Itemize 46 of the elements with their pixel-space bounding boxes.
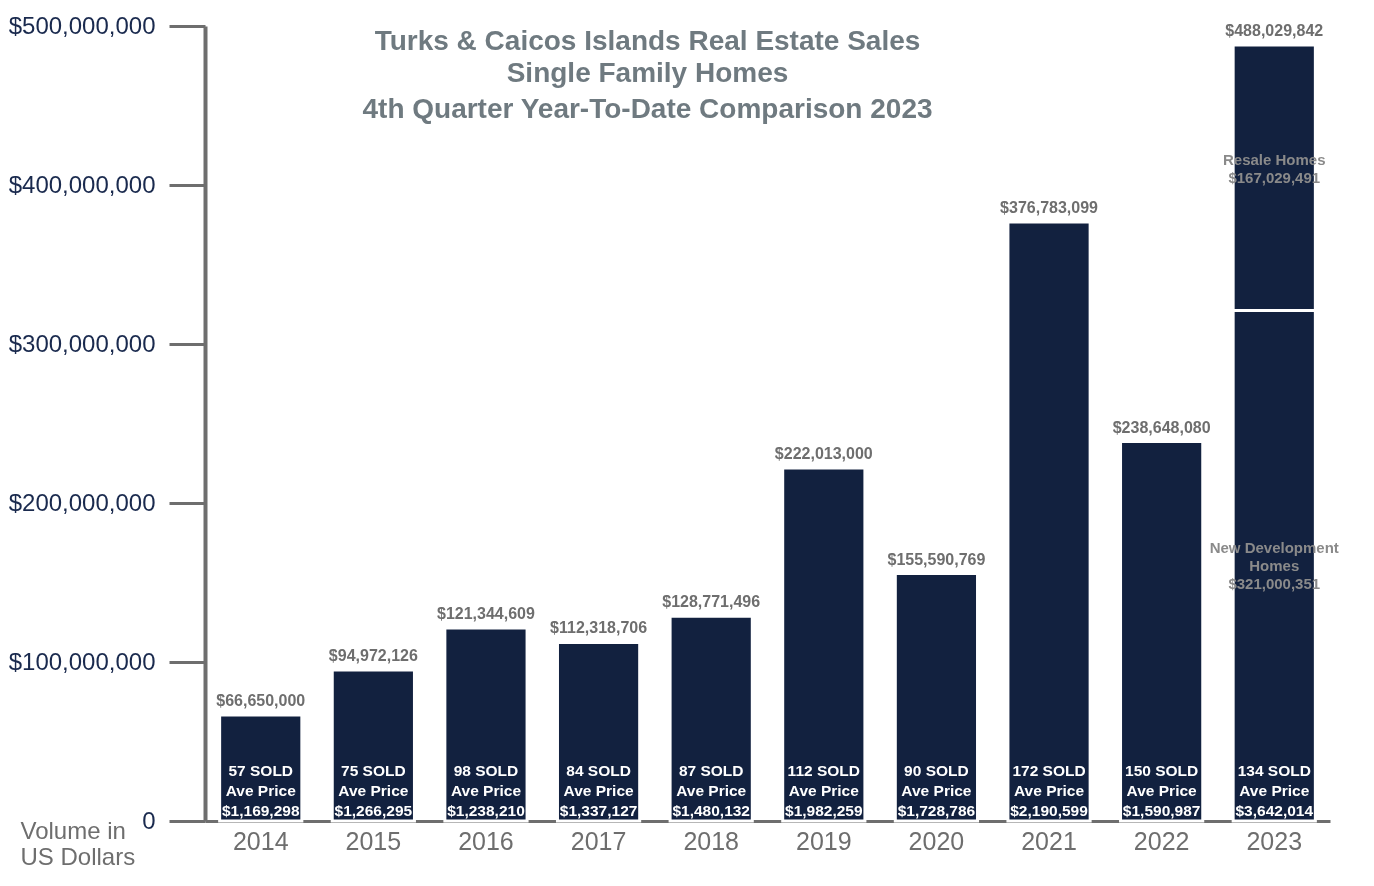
chart-title: Turks & Caicos Islands Real Estate Sales: [374, 25, 921, 56]
y-tick-label: $500,000,000: [8, 11, 156, 39]
y-tick-label: 0: [142, 806, 156, 834]
annotation: 98 SOLD Ave Price $1,238,210: [447, 762, 525, 819]
y-tick-label: $300,000,000: [8, 329, 156, 357]
y-axis-title: Volume in US Dollars: [20, 816, 136, 870]
y-tick-label: $100,000,000: [8, 647, 156, 675]
data-label: $94,972,126: [328, 646, 418, 664]
data-label: $112,318,706: [550, 619, 648, 637]
bar: [443, 626, 529, 823]
x-tick-label: 2017: [570, 826, 627, 855]
data-label: $155,590,769: [887, 550, 986, 568]
total-label: $488,029,842: [1225, 22, 1324, 40]
annotation: 57 SOLD Ave Price $1,169,298: [221, 762, 300, 819]
data-label: $128,771,496: [662, 593, 761, 611]
annotation: 90 SOLD Ave Price $1,728,786: [897, 762, 976, 819]
bar: [330, 668, 416, 823]
bar: [1006, 220, 1092, 823]
bar: [1119, 440, 1205, 823]
bar: [893, 572, 980, 823]
annotation: 172 SOLD Ave Price $2,190,599: [1010, 762, 1089, 819]
x-tick-label: 2018: [683, 826, 740, 855]
y-tick-label: $400,000,000: [8, 170, 156, 198]
annotation: 75 SOLD Ave Price $1,266,295: [334, 762, 413, 819]
x-tick-label: 2015: [345, 826, 402, 855]
bar: [781, 466, 867, 823]
data-label: $376,783,099: [1000, 198, 1099, 216]
x-tick-label: 2023: [1246, 826, 1303, 855]
annotation: 84 SOLD Ave Price $1,337,127: [559, 762, 638, 819]
data-label: $66,650,000: [216, 692, 306, 710]
annotation: 150 SOLD Ave Price $1,590,987: [1122, 762, 1201, 819]
x-tick-label: 2014: [232, 826, 289, 855]
bar: [668, 614, 754, 823]
annotation: 87 SOLD Ave Price $1,480,132: [672, 762, 750, 819]
data-label: $222,013,000: [774, 445, 873, 462]
text: Single Family Homes 4th Quarter Year-To-Date Comparison 2023: [362, 57, 933, 124]
x-tick-label: 2019: [795, 826, 852, 855]
x-tick-label: 2022: [1133, 826, 1190, 855]
x-tick-label: 2016: [458, 826, 514, 855]
x-tick-label: 2021: [1021, 826, 1077, 855]
y-tick-label: $200,000,000: [8, 488, 156, 516]
annotation: 112 SOLD Ave Price $1,982,259: [785, 762, 863, 819]
data-label: $121,344,609: [437, 605, 536, 623]
data-label: $238,648,080: [1112, 418, 1211, 436]
x-tick-label: 2020: [908, 826, 965, 855]
annotation: 134 SOLD Ave Price $3,642,014: [1235, 762, 1314, 819]
